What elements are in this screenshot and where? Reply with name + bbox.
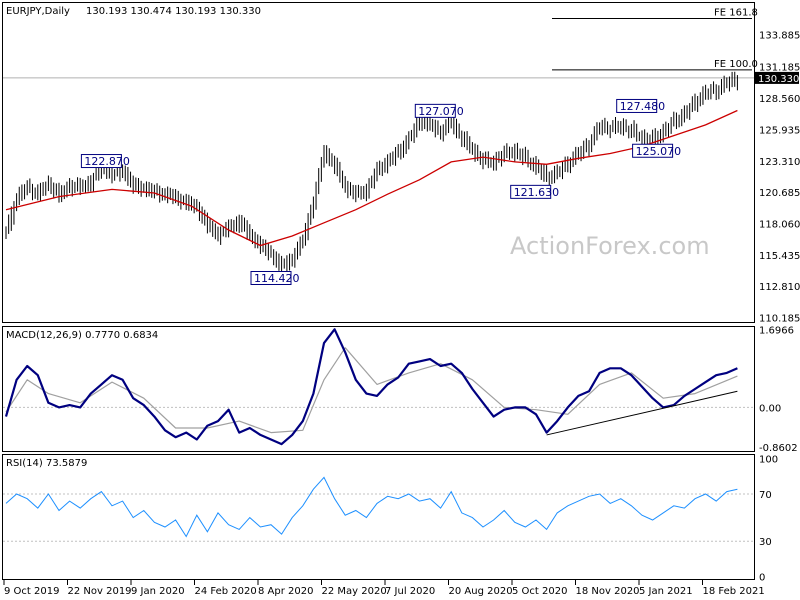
price-y-tick-label: 115.435	[759, 251, 800, 262]
axis-layer: 133.885 131.185 128.560 125.935 123.310 120.6…	[3, 30, 800, 597]
grid-layer	[3, 406, 754, 542]
price-annotation-box	[80, 154, 122, 169]
current-price-marker	[755, 71, 799, 84]
price-annotation-box	[414, 103, 456, 118]
x-tick-label: 9 Jan 2020	[131, 586, 185, 597]
macd-layer	[4, 328, 738, 446]
x-tick-label: 8 Apr 2020	[258, 586, 313, 597]
price-annotation-box	[616, 98, 658, 113]
watermark: ActionForex.com	[510, 232, 710, 260]
price-y-tick-label: 128.560	[759, 94, 800, 105]
x-tick-label: 9 Oct 2019	[4, 586, 59, 597]
macd-y-tick-label: -0.8602	[759, 443, 798, 454]
price-y-tick-label: 118.060	[759, 220, 800, 231]
x-tick-label: 22 May 2020	[322, 586, 387, 597]
x-tick-label: 5 Oct 2020	[512, 586, 567, 597]
x-tick-label: 18 Nov 2020	[576, 586, 640, 597]
x-tick-label: 20 Aug 2020	[449, 586, 513, 597]
x-tick-label: 5 Jan 2021	[639, 586, 693, 597]
rsi-line	[5, 476, 738, 538]
rsi-layer	[5, 476, 738, 538]
price-annotation-label: 114.420	[254, 272, 300, 285]
macd-trendline	[546, 390, 738, 436]
price-y-tick-label: 120.685	[759, 188, 800, 199]
price-annotation-label: 127.070	[418, 105, 464, 118]
price-annotation-label: 127.480	[620, 100, 666, 113]
macd-y-tick-label: 0.00	[759, 403, 781, 414]
price-header-ohlc: 130.193 130.474 130.193 130.330	[86, 6, 261, 17]
price-annotation-box	[250, 270, 292, 285]
macd-panel	[2, 326, 755, 452]
price-panel	[2, 2, 755, 323]
price-y-tick-label: 112.810	[759, 282, 800, 293]
price-annotation-box	[632, 143, 674, 158]
rsi-panel	[2, 454, 755, 580]
price-header-symbol: EURJPY,Daily	[6, 6, 70, 17]
rsi-title: RSI(14) 73.5879	[6, 458, 87, 469]
price-annotation-label: 125.070	[636, 145, 682, 158]
rsi-y-tick-label: 100	[759, 455, 778, 466]
price-y-tick-label: 133.885	[759, 30, 800, 41]
price-y-tick-label: 125.935	[759, 125, 800, 136]
x-tick-label: 24 Feb 2020	[195, 586, 257, 597]
fe-level-label: FE 100.0	[714, 59, 758, 70]
rsi-y-tick-label: 30	[759, 537, 772, 548]
macd-signal-line	[5, 347, 738, 434]
current-price-label: 130.330	[758, 74, 799, 85]
macd-title: MACD(12,26,9) 0.7770 0.6834	[6, 330, 158, 341]
price-y-tick-label: 123.310	[759, 157, 800, 168]
price-annotation-label: 122.870	[84, 155, 129, 168]
price-annotation-label: 121.630	[514, 186, 560, 199]
price-y-tick-label: 131.185	[759, 63, 800, 74]
x-tick-label: 7 Jul 2020	[385, 586, 435, 597]
x-tick-label: 18 Feb 2021	[703, 586, 765, 597]
x-tick-label: 22 Nov 2019	[68, 586, 132, 597]
macd-line	[4, 328, 738, 446]
moving-average-line	[5, 109, 738, 247]
price-y-tick-label: 110.185	[759, 314, 800, 325]
macd-y-tick-label: 1.6966	[759, 325, 794, 336]
price-layer: FE 161.8 FE 100.0 122.870 114.420 127.070 121…	[3, 8, 758, 285]
rsi-y-tick-label: 0	[759, 573, 765, 584]
rsi-y-tick-label: 70	[759, 490, 772, 501]
price-annotation-box	[510, 184, 552, 199]
fe-level-label: FE 161.8	[714, 8, 758, 19]
